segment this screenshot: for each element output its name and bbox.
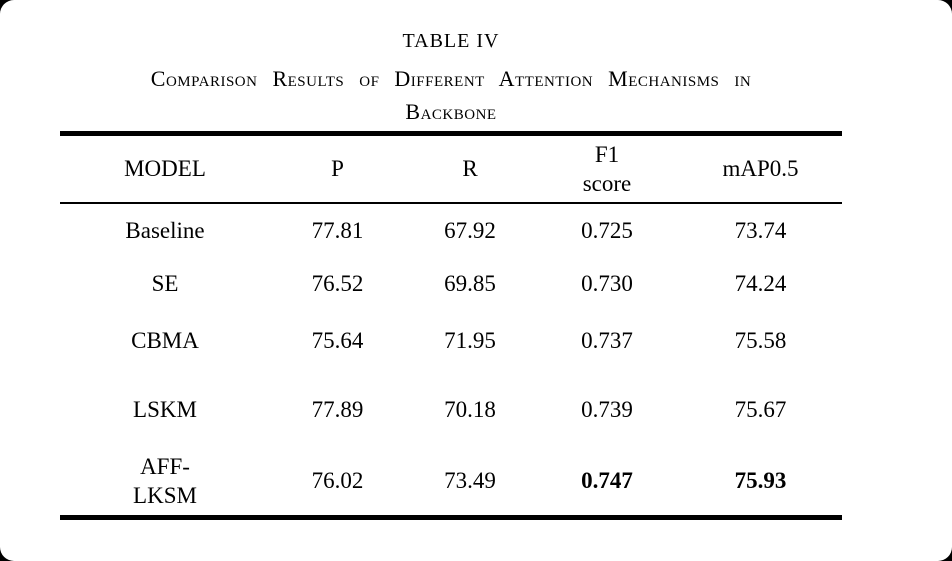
table-row: LSKM 77.89 70.18 0.739 75.67 — [60, 374, 842, 447]
table-row: AFF- LKSM 76.02 73.49 0.747 75.93 — [60, 447, 842, 518]
cell-r: 73.49 — [444, 467, 496, 493]
cell-model: AFF- LKSM — [133, 453, 197, 508]
cell-model: Baseline — [125, 218, 205, 243]
cell-map05: 75.67 — [734, 397, 787, 422]
cell-p: 76.02 — [311, 467, 364, 493]
cell-model: LSKM — [133, 397, 197, 422]
cell-r: 69.85 — [444, 270, 496, 296]
cell-f1: 0.737 — [581, 328, 633, 353]
cell-r: 67.92 — [444, 218, 496, 243]
table-heading: TABLE IV Comparison Results of Different… — [50, 30, 852, 128]
col-header-f1-score: F1 score — [582, 141, 632, 196]
cell-f1: 0.725 — [581, 218, 633, 243]
cell-map05: 75.58 — [734, 328, 787, 353]
cell-f1: 0.730 — [581, 270, 633, 296]
table-row: CBMA 75.64 71.95 0.737 75.58 — [60, 309, 842, 374]
cell-p: 75.64 — [311, 328, 364, 353]
table-caption: Comparison Results of Different Attentio… — [50, 62, 852, 128]
cell-model: SE — [151, 270, 179, 296]
col-header-p: P — [331, 155, 344, 181]
cell-map05: 75.93 — [734, 467, 787, 493]
table-caption-line-2: Backbone — [405, 99, 497, 124]
col-header-r: R — [462, 155, 478, 181]
cell-model: CBMA — [131, 328, 199, 353]
results-table: MODEL P R F1 score mAP0.5 Baseline 77.81… — [60, 131, 842, 520]
cell-f1: 0.739 — [581, 397, 633, 422]
table-label: TABLE IV — [402, 30, 500, 52]
table-caption-line-1: Comparison Results of Different Attentio… — [150, 66, 752, 91]
table-row: Baseline 77.81 67.92 0.725 73.74 — [60, 203, 842, 259]
cell-map05: 74.24 — [734, 270, 787, 296]
cell-r: 71.95 — [444, 328, 496, 353]
col-header-map05: mAP0.5 — [722, 155, 799, 181]
col-header-model: MODEL — [124, 155, 206, 181]
cell-p: 76.52 — [311, 270, 364, 296]
table-header-row: MODEL P R F1 score mAP0.5 — [60, 134, 842, 203]
table-row: SE 76.52 69.85 0.730 74.24 — [60, 259, 842, 309]
cell-map05: 73.74 — [734, 218, 787, 243]
cell-p: 77.89 — [311, 397, 364, 422]
cell-p: 77.81 — [311, 218, 364, 243]
cell-f1: 0.747 — [581, 467, 633, 493]
cell-r: 70.18 — [444, 397, 496, 422]
